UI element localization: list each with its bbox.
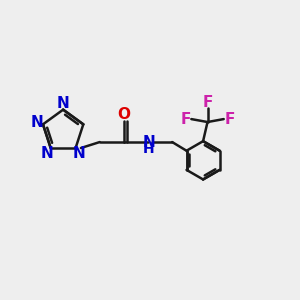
- Text: F: F: [224, 112, 235, 127]
- Text: N: N: [40, 146, 53, 161]
- Text: F: F: [180, 112, 190, 127]
- Text: F: F: [202, 94, 213, 110]
- Text: N: N: [73, 146, 86, 161]
- Text: N: N: [142, 134, 155, 149]
- Text: O: O: [117, 107, 130, 122]
- Text: H: H: [143, 142, 154, 156]
- Text: N: N: [30, 115, 43, 130]
- Text: N: N: [57, 96, 70, 111]
